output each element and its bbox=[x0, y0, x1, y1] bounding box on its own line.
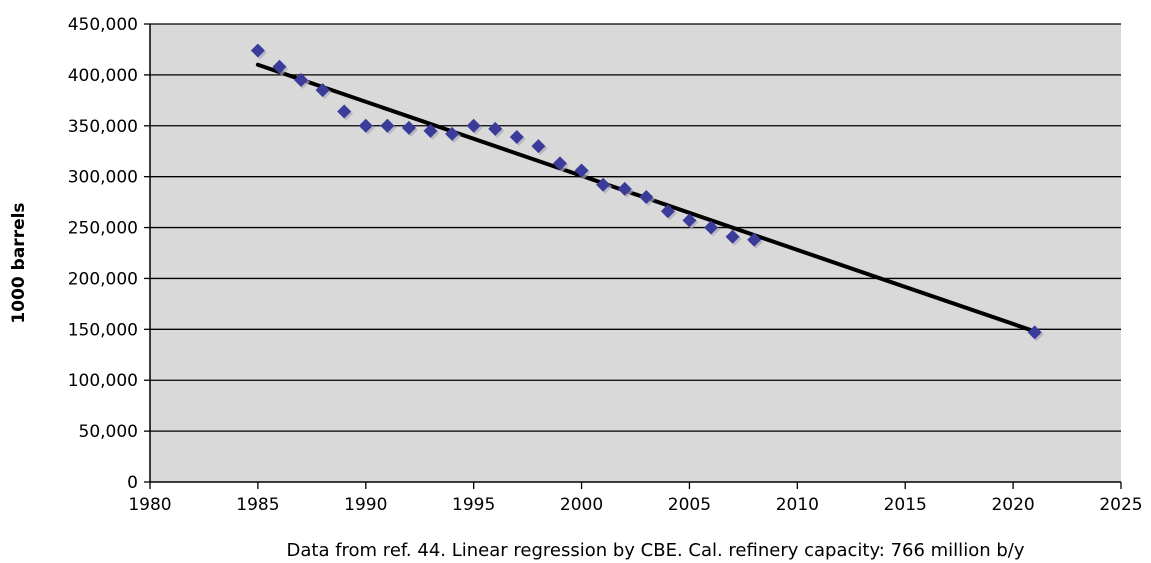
data-point bbox=[294, 72, 311, 89]
axes bbox=[144, 23, 1122, 489]
x-tick-label: 2025 bbox=[1099, 495, 1142, 515]
data-point bbox=[380, 118, 397, 135]
x-tick-label: 2020 bbox=[991, 495, 1034, 515]
data-point-marker bbox=[466, 118, 481, 133]
y-tick-labels: 0 50,000 100,000 150,000 200,000 250,000 300,0… bbox=[68, 15, 138, 493]
x-tick-label: 1995 bbox=[452, 495, 495, 515]
x-tick-label: 2000 bbox=[560, 495, 603, 515]
data-point-marker bbox=[250, 43, 265, 58]
x-tick-label: 2010 bbox=[776, 495, 819, 515]
data-point-marker bbox=[574, 163, 589, 178]
data-points bbox=[250, 43, 1044, 342]
data-point bbox=[358, 118, 375, 135]
data-point bbox=[466, 118, 483, 135]
data-point-marker bbox=[272, 59, 287, 74]
data-point bbox=[574, 163, 591, 180]
data-point bbox=[423, 123, 440, 140]
data-point-marker bbox=[423, 123, 438, 138]
data-point bbox=[250, 43, 267, 60]
data-point bbox=[747, 232, 764, 249]
data-point-marker bbox=[617, 181, 632, 196]
y-tick-label: 400,000 bbox=[68, 66, 138, 86]
y-tick-label: 300,000 bbox=[68, 168, 138, 188]
data-point bbox=[488, 121, 505, 138]
data-point-marker bbox=[747, 232, 762, 247]
data-point-marker bbox=[682, 213, 697, 228]
y-tick-label: 450,000 bbox=[68, 15, 138, 35]
gridlines bbox=[150, 23, 1121, 432]
data-point bbox=[660, 204, 677, 221]
x-tick-label: 2005 bbox=[668, 495, 711, 515]
y-tick-label: 150,000 bbox=[68, 320, 138, 340]
y-tick-label: 350,000 bbox=[68, 117, 138, 137]
x-axis-caption: Data from ref. 44. Linear regression by … bbox=[287, 540, 1025, 561]
data-point-marker bbox=[294, 72, 309, 87]
y-tick-label: 200,000 bbox=[68, 269, 138, 289]
data-point-marker bbox=[725, 229, 740, 244]
data-point bbox=[445, 126, 462, 143]
data-point bbox=[1027, 325, 1044, 342]
data-point bbox=[704, 220, 721, 237]
data-point-marker bbox=[401, 120, 416, 135]
data-point-marker bbox=[1027, 325, 1042, 340]
data-point bbox=[531, 139, 548, 156]
data-point-marker bbox=[660, 204, 675, 219]
data-point-marker bbox=[704, 220, 719, 235]
data-point-marker bbox=[358, 118, 373, 133]
y-axis-title: 1000 barrels bbox=[9, 202, 29, 323]
y-tick-label: 100,000 bbox=[68, 371, 138, 391]
data-point-marker bbox=[315, 83, 330, 98]
data-point bbox=[272, 59, 289, 76]
data-point bbox=[639, 190, 656, 207]
data-point-marker bbox=[639, 190, 654, 205]
x-tick-label: 1985 bbox=[236, 495, 279, 515]
data-point-marker bbox=[445, 126, 460, 141]
y-tick-label: 50,000 bbox=[79, 422, 138, 442]
data-point-marker bbox=[337, 104, 352, 119]
data-point bbox=[337, 104, 354, 121]
y-tick-label: 0 bbox=[127, 473, 138, 493]
x-tick-label: 2015 bbox=[884, 495, 927, 515]
y-tick-label: 250,000 bbox=[68, 219, 138, 239]
data-point bbox=[401, 120, 418, 137]
data-point bbox=[596, 177, 613, 194]
data-point-marker bbox=[552, 156, 567, 171]
x-tick-label: 1990 bbox=[344, 495, 387, 515]
data-point-marker bbox=[488, 121, 503, 136]
plot-area bbox=[150, 24, 1121, 482]
data-point bbox=[315, 83, 332, 100]
data-point bbox=[552, 156, 569, 173]
data-point-marker bbox=[509, 129, 524, 144]
x-tick-labels: 1980 1985 1990 1995 2000 2005 2010 2015 2020 2025 bbox=[128, 495, 1142, 515]
data-point bbox=[725, 229, 742, 246]
data-point bbox=[682, 213, 699, 230]
x-tick-label: 1980 bbox=[128, 495, 171, 515]
data-point bbox=[509, 129, 526, 146]
data-point-marker bbox=[531, 139, 546, 154]
data-point-marker bbox=[596, 177, 611, 192]
data-point bbox=[617, 181, 634, 198]
data-point-marker bbox=[380, 118, 395, 133]
